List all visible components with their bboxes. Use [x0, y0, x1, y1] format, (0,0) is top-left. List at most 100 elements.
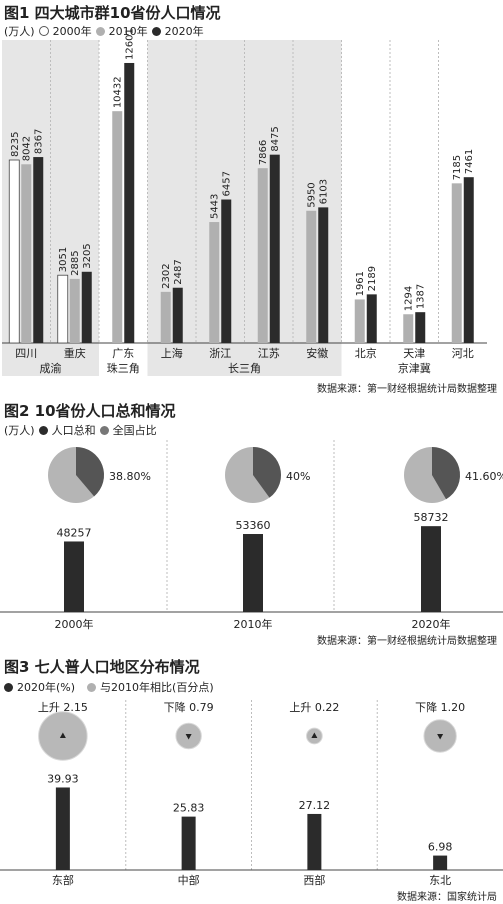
- legend-2010-swatch: [95, 26, 105, 36]
- fig1-bar: [269, 154, 280, 343]
- legend-change-label: 与2010年相比(百分点): [100, 681, 214, 694]
- fig3-bar: [307, 813, 322, 870]
- fig1-value-label: 3051: [58, 247, 69, 272]
- fig1-value-label: 8475: [270, 126, 281, 151]
- fig1-category-label: 浙江: [209, 347, 231, 360]
- legend-total-label: 人口总和: [51, 424, 96, 437]
- fig1-category-label: 重庆: [64, 346, 86, 360]
- fig1-category-label: 上海: [161, 346, 183, 360]
- legend-total-swatch: [38, 425, 48, 435]
- legend-2020-swatch: [151, 26, 161, 36]
- fig1-value-label: 2189: [367, 266, 378, 291]
- fig1-value-label: 7185: [452, 155, 463, 180]
- legend-2010-label: 2010年: [108, 25, 148, 38]
- fig1-value-label: 1387: [416, 284, 427, 309]
- fig1-bar: [451, 183, 462, 343]
- fig2-share-label: 40%: [286, 470, 310, 483]
- fig3-value-label: 27.12: [299, 799, 331, 812]
- fig1-bar: [306, 210, 317, 343]
- fig2-title: 图2 10省份人口总和情况: [4, 402, 176, 420]
- legend-2020-label: 2020年: [164, 25, 204, 38]
- legend-2000-swatch: [38, 26, 49, 36]
- fig1-value-label: 7866: [258, 140, 269, 165]
- fig1-bar: [33, 157, 44, 343]
- fig2-value-label: 58732: [414, 511, 449, 524]
- fig1-group-label: 京津冀: [398, 361, 431, 375]
- fig1-value-label: 12601: [125, 28, 136, 60]
- fig1-category-label: 天津: [403, 347, 425, 360]
- fig3-change-label: 下降 1.20: [415, 700, 465, 714]
- fig1-bar: [463, 177, 474, 343]
- fig3-bar: [181, 816, 196, 870]
- fig1-value-label: 7461: [464, 149, 475, 174]
- fig1-value-label: 8042: [22, 136, 33, 161]
- fig1-value-label: 8367: [34, 129, 45, 154]
- fig1-value-label: 5443: [210, 194, 221, 219]
- fig1-bar: [172, 287, 183, 343]
- fig1-category-label: 河北: [452, 347, 474, 360]
- fig2-share-label: 41.60%: [465, 470, 503, 483]
- fig1-bar: [124, 62, 135, 343]
- fig2-source: 数据来源：第一财经根据统计局数据整理: [317, 636, 497, 647]
- fig3-value-label: 39.93: [47, 772, 79, 785]
- fig3-category-label: 东北: [429, 874, 451, 887]
- fig2-legend: (万人) 人口总和 全国占比: [4, 422, 157, 438]
- fig1-group-label: 成渝: [40, 361, 62, 375]
- fig2-pie-share: [76, 447, 104, 497]
- fig3-bar: [55, 787, 70, 870]
- arrow-down-icon: [437, 734, 444, 740]
- fig1-bar: [160, 291, 171, 343]
- fig1-bar: [257, 168, 268, 343]
- fig1-bar: [112, 111, 123, 343]
- arrow-up-icon: [59, 732, 66, 738]
- fig1-value-label: 1294: [404, 286, 415, 311]
- fig1-value-label: 3205: [82, 243, 93, 268]
- fig1-bar: [415, 312, 426, 343]
- fig1-category-label: 广东: [112, 347, 134, 360]
- fig1-value-label: 6457: [222, 171, 233, 196]
- fig2-share-label: 38.80%: [109, 470, 151, 483]
- fig1-bar: [403, 314, 414, 343]
- fig2-chart: 38.80% 48257 2000年 40% 53360 2010年 41.60% 58732…: [0, 440, 503, 631]
- fig3-change-label: 上升 2.15: [38, 701, 88, 714]
- fig3-value-label: 6.98: [428, 841, 453, 854]
- fig2-value-label: 53360: [236, 519, 271, 532]
- fig3-legend: 2020年(%) 与2010年相比(百分点): [4, 679, 214, 695]
- fig1-chart: 8235 8042 8367 四川 3051 2885 3205 重庆 10432 12601 广东…: [2, 28, 487, 376]
- arrow-up-icon: [311, 732, 318, 738]
- fig1-unit: (万人): [4, 25, 35, 38]
- fig2-pie-share: [253, 447, 281, 498]
- legend-change-swatch: [87, 682, 97, 692]
- fig1-group-label: 珠三角: [107, 361, 140, 375]
- fig3-change-label: 下降 0.79: [164, 700, 214, 714]
- fig2-value-label: 48257: [57, 526, 92, 539]
- fig1-value-label: 10432: [113, 76, 124, 108]
- fig1-bar: [354, 299, 365, 343]
- fig3-source: 数据来源：国家统计局: [397, 892, 497, 903]
- fig1-bar: [81, 271, 92, 343]
- fig1-value-label: 2302: [161, 263, 172, 288]
- fig1-bar: [221, 199, 232, 343]
- fig1-bar: [8, 159, 20, 344]
- fig1-legend: (万人) 2000年 2010年 2020年: [4, 23, 204, 39]
- fig1-value-label: 2885: [70, 250, 81, 275]
- fig1-bar: [366, 294, 377, 343]
- fig3-change-label: 上升 0.22: [289, 701, 339, 714]
- fig1-category-label: 江苏: [258, 347, 280, 360]
- fig1-bar: [57, 274, 69, 344]
- arrow-down-icon: [185, 734, 192, 740]
- fig1-value-label: 2487: [173, 259, 184, 284]
- fig1-group-label: 长三角: [228, 362, 261, 375]
- legend-share-swatch: [99, 425, 109, 435]
- fig2-unit: (万人): [4, 424, 35, 437]
- fig2-category-label: 2010年: [234, 617, 273, 631]
- fig1-title: 图1 四大城市群10省份人口情况: [4, 4, 221, 22]
- fig1-source: 数据来源：第一财经根据统计局数据整理: [317, 384, 497, 395]
- fig3-category-label: 东部: [52, 873, 74, 887]
- fig2-bar: [243, 534, 263, 612]
- fig2-category-label: 2020年: [412, 617, 451, 631]
- fig1-bar: [318, 207, 329, 343]
- fig1-value-label: 8235: [10, 132, 21, 157]
